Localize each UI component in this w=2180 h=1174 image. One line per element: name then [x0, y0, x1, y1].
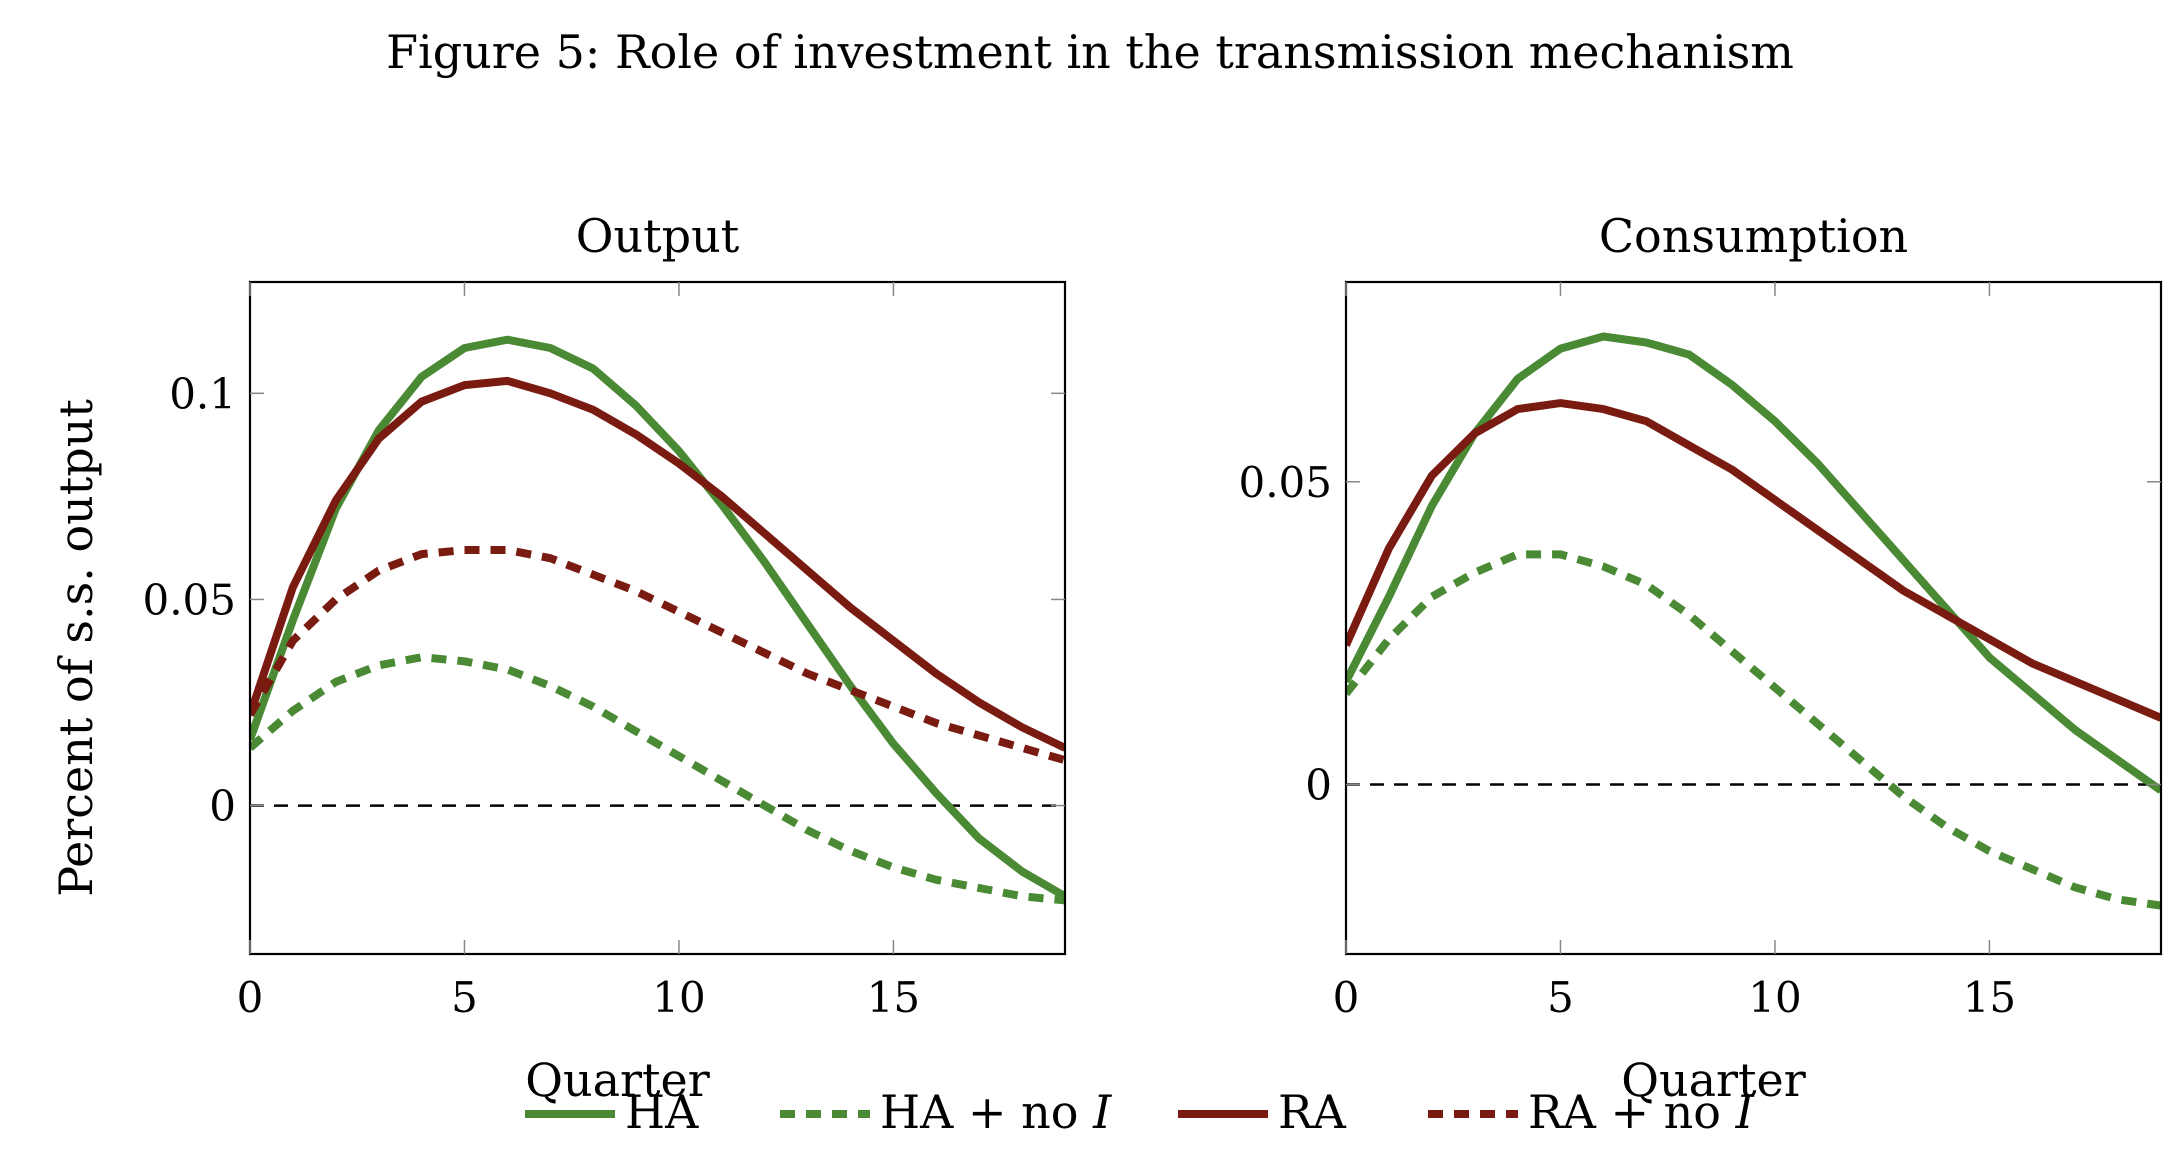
legend-label-italic: I [1735, 1085, 1755, 1139]
legend-label-italic: I [1092, 1085, 1112, 1139]
legend-label-ha-noi: HA + no I [880, 1085, 1112, 1139]
series-line-ha [250, 335, 1065, 900]
legend-label-ha: HA [625, 1085, 699, 1139]
y-tick-label: 0 [209, 782, 236, 831]
legend-label-text: HA [625, 1085, 699, 1139]
legend-label-text: RA [1278, 1085, 1347, 1139]
y-tick-label: 0.05 [1238, 458, 1332, 507]
y-tick-label: 0.1 [169, 369, 236, 418]
y-tick-label: 0.05 [142, 575, 236, 624]
y-axis-label: Percent of s.s. output [49, 399, 103, 897]
x-tick-label: 15 [867, 973, 920, 1022]
x-tick-label: 0 [1333, 973, 1360, 1022]
panel-title: Consumption [1599, 209, 1908, 263]
x-tick-label: 15 [1963, 973, 2016, 1022]
series-line-ha-noi [250, 653, 1065, 905]
y-tick-label: 0 [1305, 760, 1332, 809]
figure-title: Figure 5: Role of investment in the tran… [386, 25, 1794, 79]
legend: HA HA + no I RA RA + no I [525, 1085, 1755, 1139]
x-tick-label: 0 [237, 973, 264, 1022]
legend-label-ra-noi: RA + no I [1528, 1085, 1755, 1139]
x-tick-label: 5 [1547, 973, 1574, 1022]
x-tick-label: 5 [451, 973, 478, 1022]
x-tick-label: 10 [652, 973, 705, 1022]
series-line-ha-noi [1346, 550, 2161, 910]
legend-label-text: HA + no [880, 1085, 1093, 1139]
x-tick-label: 10 [1748, 973, 1801, 1022]
legend-label-ra: RA [1278, 1085, 1347, 1139]
plot-frame [1344, 280, 2163, 956]
panel-title: Output [576, 209, 740, 263]
series-line-ra-noi [250, 546, 1065, 765]
series-line-ra [1346, 399, 2161, 722]
legend-label-text: RA + no [1528, 1085, 1736, 1139]
consumption-panel: Consumption 0 5 10 15 0 0.05 Quarter [1238, 209, 2163, 1107]
series-line-ha [1346, 332, 2161, 794]
x-axis-label: Quarter [525, 1053, 709, 1107]
output-panel: Output 0 5 10 15 0 0.05 0.1 Quarter [142, 209, 1067, 1107]
series-line-ra [250, 376, 1065, 752]
x-axis-label: Quarter [1621, 1053, 1805, 1107]
plot-frame [248, 280, 1067, 956]
